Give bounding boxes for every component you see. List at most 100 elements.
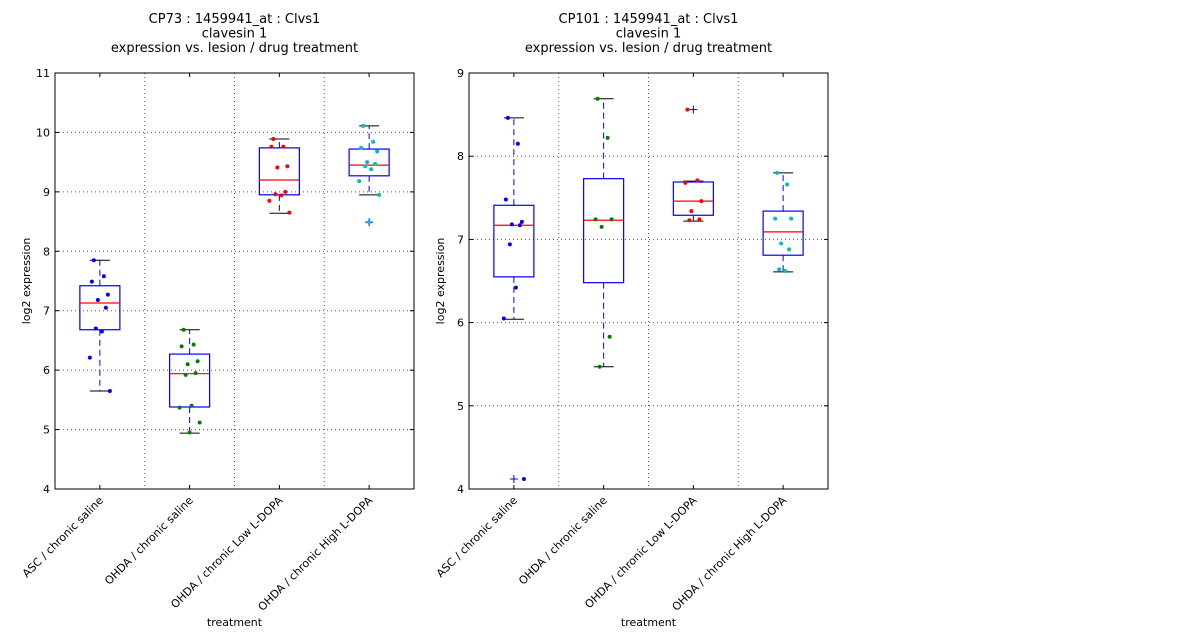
data-point bbox=[697, 217, 702, 222]
data-point bbox=[501, 316, 506, 321]
data-point bbox=[273, 192, 278, 197]
data-point bbox=[597, 364, 602, 369]
data-point bbox=[503, 197, 508, 202]
data-point bbox=[775, 170, 780, 175]
x-axis-label: treatment bbox=[207, 616, 263, 629]
y-tick-label: 4 bbox=[457, 483, 464, 496]
data-point bbox=[285, 164, 290, 169]
y-axis-label: log2 expression bbox=[434, 238, 447, 325]
data-point bbox=[517, 223, 522, 228]
data-point bbox=[373, 161, 378, 166]
x-tick-label: ASC / chronic saline bbox=[434, 494, 520, 580]
data-point bbox=[689, 209, 694, 214]
y-axis-label: log2 expression bbox=[20, 238, 33, 325]
data-point bbox=[191, 342, 196, 347]
data-point bbox=[371, 139, 376, 144]
data-point bbox=[281, 144, 286, 149]
data-point bbox=[267, 198, 272, 203]
data-point bbox=[683, 180, 688, 185]
x-tick-label: OHDA / chronic saline bbox=[102, 494, 196, 588]
data-point bbox=[367, 220, 372, 225]
data-point bbox=[177, 405, 182, 410]
chart-title-line: expression vs. lesion / drug treatment bbox=[525, 41, 772, 56]
data-point bbox=[275, 165, 280, 170]
data-point bbox=[515, 141, 520, 146]
y-tick-label: 5 bbox=[43, 424, 50, 437]
y-tick-label: 4 bbox=[43, 483, 50, 496]
data-point bbox=[185, 362, 190, 367]
data-point bbox=[189, 403, 194, 408]
box-iqr bbox=[79, 285, 121, 331]
box-iqr bbox=[762, 210, 804, 256]
y-tick-label: 10 bbox=[36, 126, 50, 139]
data-point bbox=[509, 222, 514, 227]
data-point bbox=[283, 189, 288, 194]
data-point bbox=[195, 359, 200, 364]
y-tick-label: 6 bbox=[43, 364, 50, 377]
data-point bbox=[521, 477, 526, 482]
data-point bbox=[789, 216, 794, 221]
data-point bbox=[785, 182, 790, 187]
data-point bbox=[365, 160, 370, 165]
data-point bbox=[357, 179, 362, 184]
data-point bbox=[783, 269, 788, 274]
data-point bbox=[197, 420, 202, 425]
data-point bbox=[505, 115, 510, 120]
data-point bbox=[101, 274, 106, 279]
chart-title-line: CP101 : 1459941_at : Clvs1 bbox=[559, 12, 739, 27]
data-point bbox=[513, 285, 518, 290]
box-iqr bbox=[583, 178, 625, 284]
data-point bbox=[595, 96, 600, 101]
data-point bbox=[779, 241, 784, 246]
data-point bbox=[507, 242, 512, 247]
data-point bbox=[593, 217, 598, 222]
x-axis-label: treatment bbox=[621, 616, 677, 629]
box-iqr bbox=[258, 147, 300, 196]
data-point bbox=[279, 193, 284, 198]
data-point bbox=[187, 430, 192, 435]
y-tick-label: 7 bbox=[457, 233, 464, 246]
data-point bbox=[179, 344, 184, 349]
plot-frame bbox=[54, 72, 415, 490]
data-point bbox=[183, 372, 188, 377]
box-iqr bbox=[169, 353, 211, 408]
data-point bbox=[105, 292, 110, 297]
data-point bbox=[95, 298, 100, 303]
box-iqr bbox=[672, 181, 714, 216]
data-point bbox=[87, 355, 92, 360]
data-point bbox=[687, 218, 692, 223]
data-point bbox=[287, 210, 292, 215]
y-tick-label: 5 bbox=[457, 400, 464, 413]
y-tick-label: 8 bbox=[457, 150, 464, 163]
data-point bbox=[609, 217, 614, 222]
chart-title-line: clavesin 1 bbox=[616, 27, 681, 42]
data-point bbox=[359, 145, 364, 150]
x-tick-label: ASC / chronic saline bbox=[20, 494, 106, 580]
y-tick-label: 9 bbox=[43, 186, 50, 199]
y-tick-label: 8 bbox=[43, 245, 50, 258]
data-point bbox=[787, 247, 792, 252]
data-point bbox=[269, 144, 274, 149]
chart-title-line: CP73 : 1459941_at : Clvs1 bbox=[149, 12, 321, 27]
data-point bbox=[193, 371, 198, 376]
data-point bbox=[685, 107, 690, 112]
data-point bbox=[607, 334, 612, 339]
data-point bbox=[363, 164, 368, 169]
data-point bbox=[93, 326, 98, 331]
y-tick-label: 7 bbox=[43, 305, 50, 318]
box-iqr bbox=[348, 148, 390, 177]
data-point bbox=[605, 135, 610, 140]
data-point bbox=[375, 149, 380, 154]
data-point bbox=[91, 258, 96, 263]
plot-frame bbox=[468, 72, 829, 490]
x-tick-label: OHDA / chronic saline bbox=[516, 494, 610, 588]
data-point bbox=[519, 219, 524, 224]
data-point bbox=[377, 192, 382, 197]
chart-title-line: expression vs. lesion / drug treatment bbox=[111, 41, 358, 56]
data-point bbox=[181, 327, 186, 332]
box-iqr bbox=[493, 204, 535, 278]
y-tick-label: 11 bbox=[36, 67, 50, 80]
